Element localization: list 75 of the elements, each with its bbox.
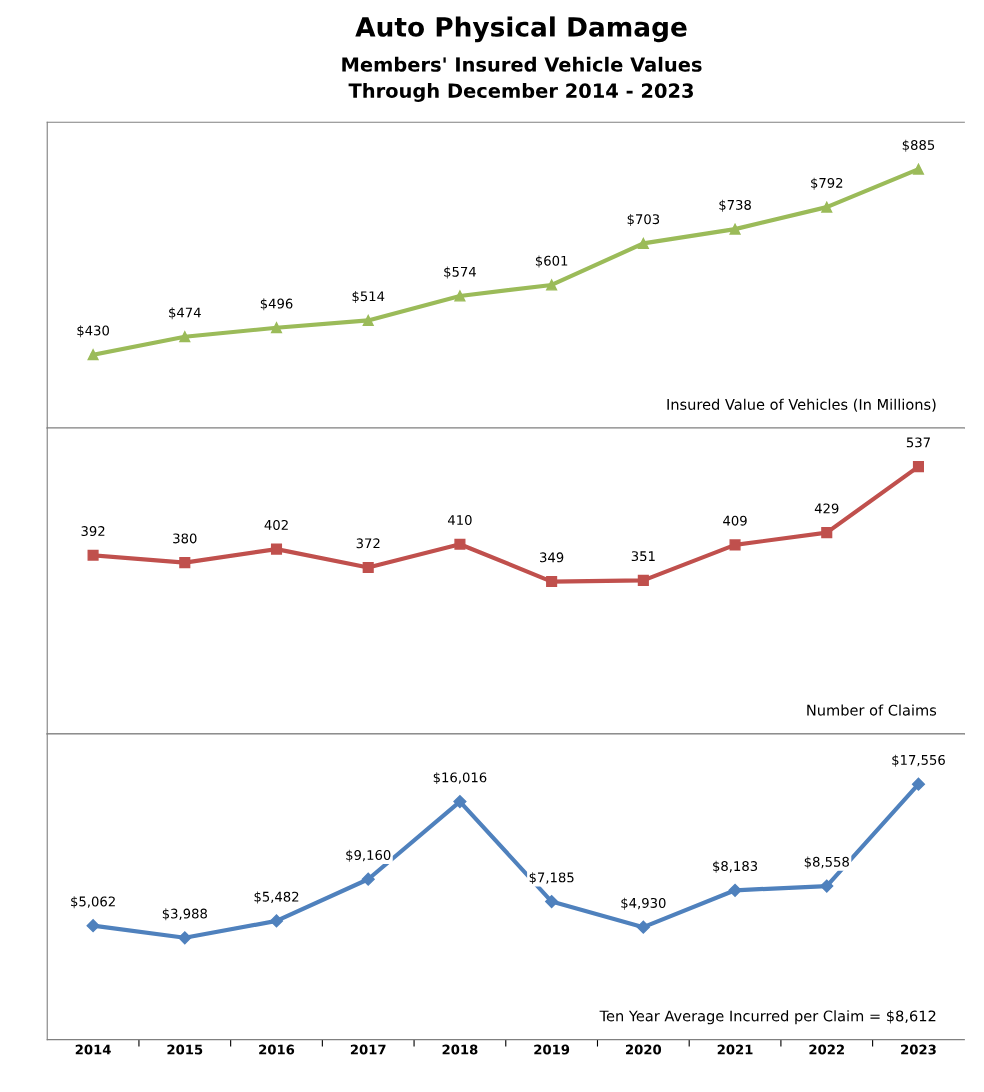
point	[729, 539, 741, 551]
x-tick-label: 2020	[626, 1044, 662, 1055]
point	[912, 461, 925, 473]
point	[911, 777, 926, 791]
data-label: 392	[81, 526, 105, 537]
data-label: $3,988	[162, 908, 207, 921]
point	[637, 574, 649, 586]
x-tick-label: 2017	[350, 1044, 386, 1055]
x-tick-label: 2022	[809, 1044, 844, 1055]
data-label: $9,160	[346, 849, 391, 862]
point	[179, 557, 191, 569]
x-tick-label: 2016	[259, 1044, 295, 1055]
point	[362, 314, 374, 326]
point	[179, 331, 191, 343]
point	[361, 872, 375, 886]
annotation: Insured Value of Vehicles (In Millions)	[667, 398, 936, 412]
data-label: $8,183	[713, 860, 758, 873]
data-label: $17,556	[892, 754, 945, 767]
x-tick-label: 2015	[167, 1044, 203, 1055]
point	[178, 931, 192, 945]
data-label: 380	[173, 533, 197, 544]
data-label: $738	[719, 199, 751, 212]
point	[546, 575, 558, 588]
chart-subtitle: Members' Insured Vehicle Values Through December 2014 - 2023	[342, 56, 702, 102]
x-tick-label: 2019	[534, 1044, 570, 1055]
data-label: $496	[260, 298, 293, 311]
data-label: $601	[535, 255, 568, 268]
chart-title: Auto Physical Damage	[355, 16, 687, 43]
data-label: $8,558	[804, 856, 849, 869]
annotation: Ten Year Average Incurred per Claim = $8,612	[599, 1010, 936, 1025]
data-label: $885	[902, 139, 935, 152]
point	[453, 795, 467, 809]
data-label: $474	[169, 307, 201, 320]
point	[546, 279, 558, 291]
point	[912, 163, 925, 175]
point	[729, 223, 741, 235]
point	[637, 237, 649, 249]
data-label: 429	[814, 503, 839, 514]
data-label: 351	[631, 551, 655, 562]
data-label: $514	[352, 291, 385, 303]
data-label: $16,016	[433, 772, 487, 785]
data-label: $703	[627, 213, 660, 226]
data-label: $7,185	[529, 872, 574, 885]
point	[820, 879, 834, 893]
data-label: 409	[723, 515, 747, 526]
data-label: $5,482	[254, 891, 299, 904]
data-label: $5,062	[71, 896, 115, 909]
data-label: $792	[811, 177, 843, 190]
data-label: 537	[906, 437, 930, 448]
point	[362, 561, 374, 574]
point	[545, 895, 559, 909]
annotation: Number of Claims	[807, 704, 937, 716]
point	[270, 322, 283, 334]
data-label: 372	[356, 538, 380, 549]
point	[270, 543, 283, 555]
point	[87, 549, 99, 561]
point	[87, 349, 99, 361]
point	[86, 919, 100, 933]
point	[269, 914, 284, 928]
x-tick-label: 2023	[901, 1044, 936, 1055]
point	[454, 290, 466, 302]
point	[636, 920, 650, 934]
point	[821, 527, 833, 539]
point	[821, 201, 833, 213]
data-label: 410	[447, 515, 472, 526]
x-tick-label: 2014	[75, 1044, 111, 1055]
point	[454, 538, 466, 550]
x-tick-label: 2021	[717, 1044, 753, 1055]
x-tick-label: 2018	[442, 1044, 478, 1055]
data-label: 349	[540, 552, 564, 563]
data-label: $574	[444, 266, 476, 279]
data-label: $430	[77, 325, 109, 338]
data-label: 402	[264, 519, 288, 530]
point	[728, 883, 742, 897]
data-label: $4,930	[621, 897, 666, 910]
